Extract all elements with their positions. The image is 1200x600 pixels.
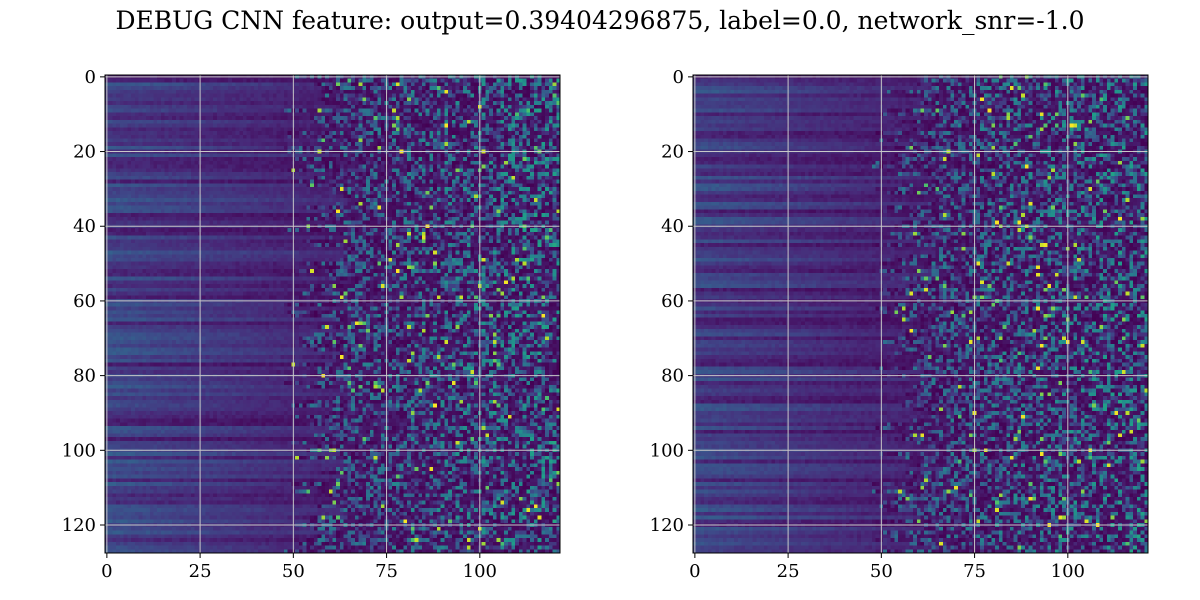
y-tick-label: 100 [62, 440, 96, 461]
y-tick-label: 40 [73, 216, 96, 237]
y-tick-label: 20 [661, 142, 684, 163]
x-tick-label: 0 [101, 561, 112, 582]
axes-frame [692, 74, 1149, 554]
x-tick-label: 25 [777, 561, 800, 582]
x-tick-label: 75 [375, 561, 398, 582]
y-tick-label: 80 [73, 366, 96, 387]
heatmap-panel-left: 0 25 50 75 100 0 20 40 60 80 100 120 [62, 67, 561, 582]
y-tick-label: 100 [650, 440, 684, 461]
y-tick-label: 80 [661, 366, 684, 387]
heatmap-cells [693, 75, 1148, 553]
y-tick-label: 40 [661, 216, 684, 237]
x-tick-label: 75 [963, 561, 986, 582]
x-tick-label: 50 [282, 561, 305, 582]
x-tick-label: 25 [189, 561, 212, 582]
heatmap-cells [105, 75, 560, 553]
y-tick-label: 120 [650, 515, 684, 536]
figure-title: DEBUG CNN feature: output=0.39404296875,… [115, 6, 1085, 35]
y-tick-label: 120 [62, 515, 96, 536]
axes-frame [104, 74, 561, 554]
x-tick-label: 0 [689, 561, 700, 582]
y-tick-label: 20 [73, 142, 96, 163]
x-tick-label: 100 [1051, 561, 1085, 582]
y-tick-label: 60 [661, 291, 684, 312]
y-tick-label: 0 [673, 67, 684, 88]
x-tick-label: 100 [463, 561, 497, 582]
x-tick-label: 50 [870, 561, 893, 582]
y-tick-label: 60 [73, 291, 96, 312]
y-tick-label: 0 [85, 67, 96, 88]
heatmap-panel-right: 0 25 50 75 100 0 20 40 60 80 100 120 [650, 67, 1149, 582]
